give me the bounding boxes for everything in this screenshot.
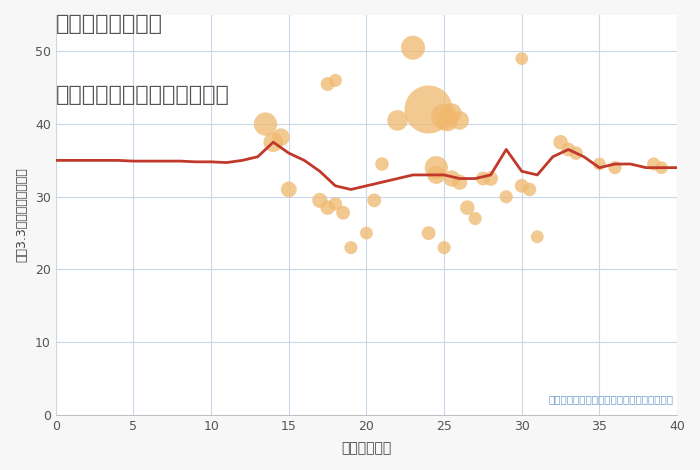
Text: 円の大きさは、取引のあった物件面積を示す: 円の大きさは、取引のあった物件面積を示す: [549, 394, 674, 404]
Point: [594, 160, 605, 168]
Point: [442, 117, 453, 124]
X-axis label: 築年数（年）: 築年数（年）: [342, 441, 391, 455]
Point: [447, 175, 458, 182]
Point: [284, 186, 295, 193]
Point: [345, 244, 356, 251]
Text: 築年数別中古マンション価格: 築年数別中古マンション価格: [56, 85, 230, 105]
Point: [516, 182, 527, 189]
Point: [563, 146, 574, 153]
Point: [656, 164, 667, 172]
Point: [485, 175, 496, 182]
Point: [407, 44, 419, 52]
Point: [532, 233, 543, 241]
Point: [447, 110, 458, 117]
Point: [462, 204, 473, 212]
Point: [609, 164, 620, 172]
Point: [314, 196, 326, 204]
Point: [438, 113, 449, 120]
Point: [260, 120, 271, 128]
Point: [555, 139, 566, 146]
Point: [377, 160, 388, 168]
Point: [275, 133, 286, 141]
Point: [392, 117, 403, 124]
Point: [360, 229, 372, 237]
Point: [570, 149, 582, 157]
Point: [454, 179, 466, 186]
Point: [322, 80, 333, 88]
Point: [430, 164, 442, 172]
Point: [500, 193, 512, 201]
Point: [423, 229, 434, 237]
Point: [322, 204, 333, 212]
Point: [267, 139, 279, 146]
Point: [516, 55, 527, 63]
Point: [477, 175, 489, 182]
Point: [470, 215, 481, 222]
Point: [369, 196, 380, 204]
Text: 大阪府美加の台駅: 大阪府美加の台駅: [56, 14, 163, 34]
Point: [423, 106, 434, 113]
Point: [648, 160, 659, 168]
Point: [454, 117, 466, 124]
Point: [337, 209, 349, 217]
Point: [330, 200, 341, 208]
Point: [438, 244, 449, 251]
Point: [524, 186, 535, 193]
Point: [330, 77, 341, 84]
Y-axis label: 坪（3.3㎡）単価（万円）: 坪（3.3㎡）単価（万円）: [15, 167, 28, 262]
Point: [430, 171, 442, 179]
